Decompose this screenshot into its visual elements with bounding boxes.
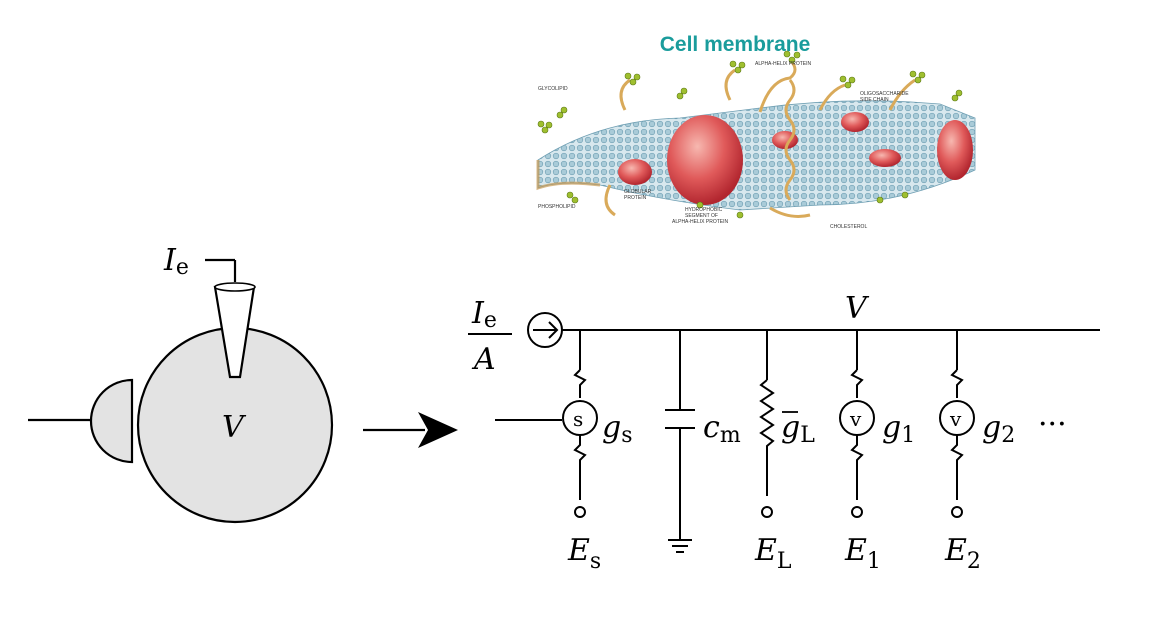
protein-small-left [618,159,652,185]
chain-bottom [604,184,616,217]
terminal-EL [761,506,773,518]
label-c-m: cm [703,410,741,448]
label-g-1: g1 [882,410,915,448]
label-E-s: Es [567,533,601,574]
axon-hillock [89,378,134,464]
chain-center-left [724,68,736,101]
alpha-helix-chain [784,79,796,201]
label-hydrophobic-1: HYDROPHOBIC [685,207,723,213]
arrow-head-icon [418,412,458,448]
label-alpha-helix-protein: ALPHA-HELIX PROTEIN [755,61,812,67]
terminal-E2 [951,506,963,518]
current-source-arrow-icon [533,321,559,339]
label-hydrophobic-2: SEGMENT OF [685,213,718,219]
ground-icon [668,539,692,553]
label-g-L: gL [781,410,815,448]
circuit-diagram [495,312,1100,553]
resistor-gL [759,379,775,496]
neuron-voltage-label: V [222,410,247,445]
lipid-bilayer [537,100,976,211]
protein-right [869,149,901,167]
oligosaccharide-chain [758,58,797,113]
label-E-2: E2 [944,533,981,574]
resistor-gs [573,369,587,398]
lipid-tails-edge [536,160,601,191]
chain-bottom-right [769,206,811,218]
label-g-s: gs [602,410,633,448]
chain-right [888,78,916,111]
label-cholesterol: CHOLESTEROL [830,224,867,230]
label-hydrophobic-3: ALPHA-HELIX PROTEIN [672,219,729,225]
transform-arrow [363,412,458,448]
globular-protein [667,115,743,205]
terminal-Es [574,506,586,518]
cell-membrane-illustration: GLYCOLIPID ALPHA-HELIX PROTEIN OLIGOSACC… [536,50,976,230]
label-globular-2: PROTEIN [624,195,647,201]
circuit-Ie-label: Ie [471,296,497,333]
protein-center [841,112,869,132]
sugar-clusters [537,50,963,219]
label-glycolipid: GLYCOLIPID [538,86,568,92]
synapse-source-label: s [573,407,583,431]
electrode-rim [214,282,256,292]
circuit-voltage-label: V [845,291,870,326]
label-E-L: EL [754,533,792,574]
ellipsis: ··· [1038,407,1067,442]
label-oligosaccharide-2: SIDE CHAIN [860,97,889,103]
membrane-title: Cell membrane [659,33,811,56]
neuron-drawing [28,258,334,524]
chain-left [619,78,631,111]
circuit-area-label: A [471,342,496,377]
label-oligosaccharide-1: OLIGOSACCHARIDE [860,91,909,97]
label-phospholipid: PHOSPHOLIPID [538,204,576,210]
terminal-E1 [851,506,863,518]
protein-far-right [937,120,973,180]
label-E-1: E1 [844,533,881,574]
label-globular-1: GLOBULAR [624,189,652,195]
voltage-source-2-label: v [949,407,962,431]
voltage-source-1-label: v [849,407,862,431]
chain-center [818,83,846,111]
neuron-current-label: Ie [163,243,189,280]
label-g-2: g2 [982,410,1015,448]
